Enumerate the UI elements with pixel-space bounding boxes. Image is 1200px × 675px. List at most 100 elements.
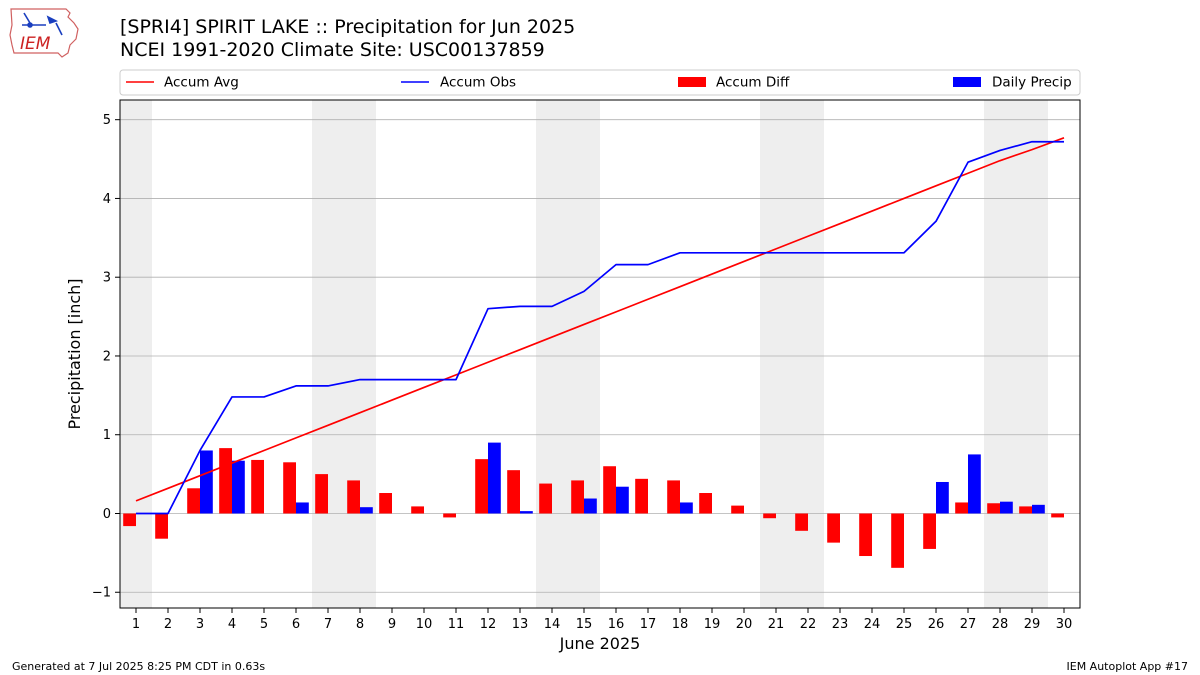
legend-label-accum-obs: Accum Obs xyxy=(440,75,516,91)
x-tick-label: 27 xyxy=(960,617,977,632)
x-tick-label: 7 xyxy=(324,617,332,632)
x-tick-label: 20 xyxy=(736,617,753,632)
x-tick-label: 15 xyxy=(576,617,593,632)
accum-diff-bar xyxy=(731,505,744,514)
legend-label-daily-precip: Daily Precip xyxy=(992,75,1072,91)
lines-layer xyxy=(135,137,1065,515)
accum-diff-bar xyxy=(827,513,840,543)
accum-diff-bar xyxy=(603,466,616,514)
accum-diff-bar xyxy=(859,513,872,557)
legend-item-accum-avg: Accum Avg xyxy=(126,75,239,91)
legend-frame xyxy=(119,69,1081,96)
daily-precip-bar xyxy=(680,502,693,514)
accum-avg-line xyxy=(135,137,1065,502)
x-tick-label: 10 xyxy=(416,617,433,632)
daily-precip-bar xyxy=(936,481,949,514)
x-tick-label: 19 xyxy=(704,617,721,632)
y-tick-label: 5 xyxy=(103,113,111,128)
accum-diff-bar xyxy=(763,513,776,519)
legend-item-daily-precip: Daily Precip xyxy=(953,75,1072,91)
daily-precip-bar xyxy=(488,442,501,514)
accum-diff-bar xyxy=(379,493,392,514)
daily-precip-bar xyxy=(584,498,597,514)
y-tick-label: 2 xyxy=(103,349,111,364)
y-axis: −1 0 1 2 3 4 5 xyxy=(92,113,120,601)
y-tick-label: 0 xyxy=(103,507,111,522)
accum-diff-bar xyxy=(571,480,584,514)
x-tick-label: 6 xyxy=(292,617,300,632)
weekend-shading xyxy=(120,100,1048,608)
weekend-shade-band xyxy=(312,100,376,608)
accum-diff-bar xyxy=(347,480,360,514)
legend: Accum Avg Accum Obs Accum Diff Daily Pre… xyxy=(119,69,1081,96)
iem-logo: IEM xyxy=(9,8,79,58)
accum-diff-bar xyxy=(955,502,968,514)
iowa-state-outline-icon xyxy=(9,8,79,58)
x-tick-label: 29 xyxy=(1024,617,1041,632)
x-tick-label: 14 xyxy=(544,617,561,632)
legend-label-accum-avg: Accum Avg xyxy=(164,75,239,91)
accum-diff-bar xyxy=(539,483,552,514)
x-tick-label: 3 xyxy=(196,617,204,632)
x-tick-label: 13 xyxy=(512,617,529,632)
legend-patch-accum-diff xyxy=(678,77,706,87)
x-tick-label: 5 xyxy=(260,617,268,632)
daily-precip-bar xyxy=(616,486,629,514)
accum-diff-bar xyxy=(443,513,456,518)
legend-item-accum-obs: Accum Obs xyxy=(401,75,516,91)
daily-precip-bar xyxy=(360,507,373,514)
x-tick-label: 26 xyxy=(928,617,945,632)
chart-title-line2: NCEI 1991-2020 Climate Site: USC00137859 xyxy=(120,39,545,61)
accum-diff-bar xyxy=(1019,506,1032,514)
accum-diff-bar xyxy=(1051,513,1064,518)
plot-frame xyxy=(119,99,1081,609)
x-axis-label: June 2025 xyxy=(559,634,641,653)
accum-diff-bar xyxy=(475,459,488,514)
legend-label-accum-diff: Accum Diff xyxy=(716,75,790,91)
daily-precip-bar xyxy=(968,454,981,514)
accum-diff-bar xyxy=(315,474,328,514)
accum-diff-bar xyxy=(667,480,680,514)
accum-diff-bar xyxy=(699,493,712,514)
accum-diff-bar xyxy=(891,513,904,568)
daily-precip-bar xyxy=(1000,501,1013,514)
chart-title-line1: [SPRI4] SPIRIT LAKE :: Precipitation for… xyxy=(120,16,576,38)
accum-diff-bar xyxy=(507,470,520,514)
daily-precip-bar xyxy=(200,450,213,514)
x-tick-label: 4 xyxy=(228,617,236,632)
weekend-shade-band xyxy=(120,100,152,608)
grid-lines xyxy=(120,119,1080,593)
accum-obs-line xyxy=(136,140,1064,515)
accum-diff-bar xyxy=(987,503,1000,514)
x-tick-label: 18 xyxy=(672,617,689,632)
weekend-shade-band xyxy=(984,100,1048,608)
x-tick-label: 2 xyxy=(164,617,172,632)
accum-diff-bar xyxy=(219,448,232,514)
accum-diff-bar xyxy=(155,513,168,539)
x-tick-label: 9 xyxy=(388,617,396,632)
x-tick-label: 21 xyxy=(768,617,785,632)
x-tick-label: 24 xyxy=(864,617,881,632)
daily-precip-bar xyxy=(296,502,309,514)
weather-station-icon xyxy=(22,12,63,36)
generated-timestamp: Generated at 7 Jul 2025 8:25 PM CDT in 0… xyxy=(12,660,266,673)
autoplot-app-label: IEM Autoplot App #17 xyxy=(1066,660,1189,673)
x-tick-label: 28 xyxy=(992,617,1009,632)
y-tick-label: −1 xyxy=(92,586,111,601)
accum-diff-bar xyxy=(411,506,424,514)
logo-text: IEM xyxy=(20,34,51,54)
x-tick-label: 8 xyxy=(356,617,364,632)
y-axis-label: Precipitation [inch] xyxy=(65,278,84,429)
daily-precip-bar xyxy=(232,460,245,514)
daily-precip-bar xyxy=(1032,504,1045,514)
weekend-shade-band xyxy=(536,100,600,608)
y-tick-label: 4 xyxy=(103,192,111,207)
accum-diff-bar xyxy=(251,459,264,514)
weekend-shade-band xyxy=(760,100,824,608)
accum-diff-bar xyxy=(283,462,296,514)
accum-diff-bar xyxy=(187,488,200,514)
y-tick-label: 3 xyxy=(103,271,111,286)
x-tick-label: 12 xyxy=(480,617,497,632)
legend-patch-daily-precip xyxy=(953,77,981,87)
